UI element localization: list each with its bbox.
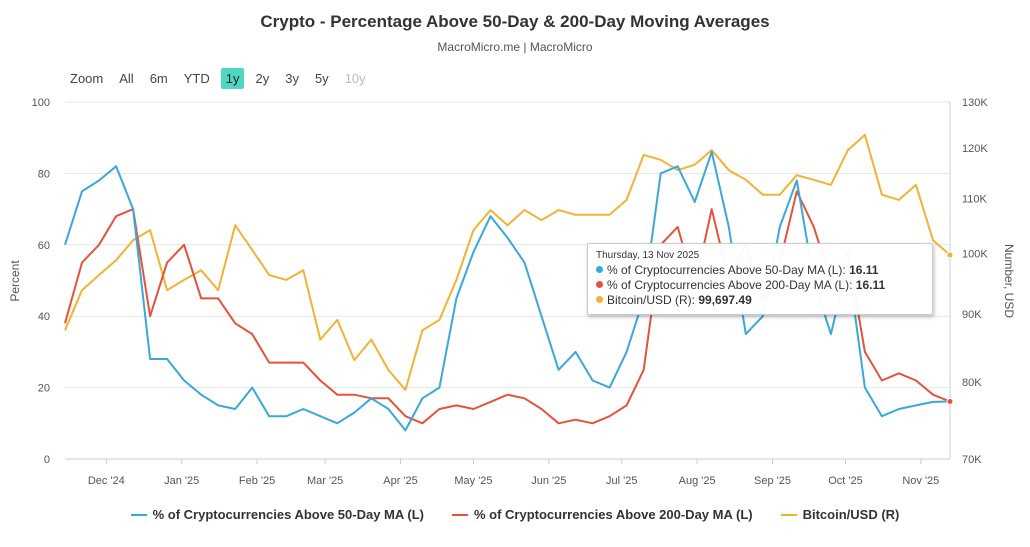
series-line-50d [64,151,951,432]
y-left-tick-label: 20 [38,383,50,395]
x-tick-label: Jan '25 [164,475,199,487]
y-right-tick-label: 120K [962,143,988,155]
tooltip: Thursday, 13 Nov 2025 % of Cryptocurrenc… [587,243,933,315]
tooltip-label: % of Cryptocurrencies Above 50-Day MA (L… [607,263,850,277]
x-tick-label: Oct '25 [828,475,863,487]
tooltip-row-btc: Bitcoin/USD (R): 99,697.49 [596,293,924,308]
legend-label: Bitcoin/USD (R) [802,507,900,522]
x-tick-label: Nov '25 [902,475,939,487]
legend-line-icon [451,513,468,516]
x-tick-label: Mar '25 [307,475,343,487]
tooltip-value: 16.11 [855,278,886,292]
range-selector: Zoom All 6m YTD 1y 2y 3y 5y 10y [65,68,377,89]
y-left-tick-label: 0 [44,454,50,466]
legend-item-50d[interactable]: % of Cryptocurrencies Above 50-Day MA (L… [130,507,424,522]
tooltip-date: Thursday, 13 Nov 2025 [596,250,700,261]
tooltip-label: Bitcoin/USD (R): [607,293,699,307]
x-tick-label: Apr '25 [383,475,418,487]
zoom-label: Zoom [70,71,104,86]
legend-item-btc[interactable]: Bitcoin/USD (R) [780,507,900,522]
x-tick-label: Jun '25 [531,475,566,487]
y-right-tick-label: 90K [962,309,982,321]
y-left-axis-label: Percent [8,260,22,302]
x-tick-label: Sep '25 [754,475,791,487]
x-tick-label: May '25 [454,475,492,487]
hover-marker [946,397,954,405]
y-left-tick-label: 60 [38,240,50,252]
x-tick-label: Jul '25 [606,475,637,487]
series-dot-icon [596,296,603,303]
x-tick-label: Feb '25 [239,475,275,487]
legend-label: % of Cryptocurrencies Above 200-Day MA (… [473,507,753,522]
legend-line-icon [780,513,797,516]
range-button-2y[interactable]: 2y [255,71,270,86]
tooltip-label: % of Cryptocurrencies Above 200-Day MA (… [607,278,856,292]
range-button-all[interactable]: All [119,71,134,86]
hover-marker [946,251,954,259]
range-button-3y[interactable]: 3y [285,71,299,86]
range-button-6m[interactable]: 6m [149,71,168,86]
chart-subtitle: MacroMicro.me | MacroMicro [437,40,593,54]
series-dot-icon [596,266,603,273]
y-right-tick-label: 110K [962,193,988,205]
y-left-tick-label: 100 [32,97,50,109]
legend-label: % of Cryptocurrencies Above 50-Day MA (L… [152,507,424,522]
tooltip-value: 16.11 [849,263,879,277]
tooltip-value: 99,697.49 [698,293,752,307]
range-button-10y: 10y [344,71,366,86]
range-button-5y[interactable]: 5y [314,71,329,86]
legend-line-icon [130,513,147,516]
tooltip-row-200d: % of Cryptocurrencies Above 200-Day MA (… [596,278,924,293]
series-line-btc [64,133,951,391]
range-button-1y[interactable]: 1y [220,68,245,89]
y-right-tick-label: 130K [962,97,988,109]
series-dot-icon [596,281,603,288]
y-left-tick-label: 80 [38,168,50,180]
x-tick-label: Aug '25 [679,475,716,487]
y-right-tick-label: 70K [962,454,982,466]
legend-item-200d[interactable]: % of Cryptocurrencies Above 200-Day MA (… [451,507,753,522]
series-line-200d [64,190,951,425]
x-tick-label: Dec '24 [88,475,125,487]
tooltip-row-50d: % of Cryptocurrencies Above 50-Day MA (L… [596,263,924,278]
range-button-ytd[interactable]: YTD [183,71,210,86]
y-right-tick-label: 80K [962,377,982,389]
chart-title: Crypto - Percentage Above 50-Day & 200-D… [260,12,770,31]
y-left-tick-label: 40 [38,311,50,323]
y-right-tick-label: 100K [962,248,988,260]
y-right-axis-label: Number, USD [1002,244,1016,318]
legend: % of Cryptocurrencies Above 50-Day MA (L… [0,507,1030,522]
